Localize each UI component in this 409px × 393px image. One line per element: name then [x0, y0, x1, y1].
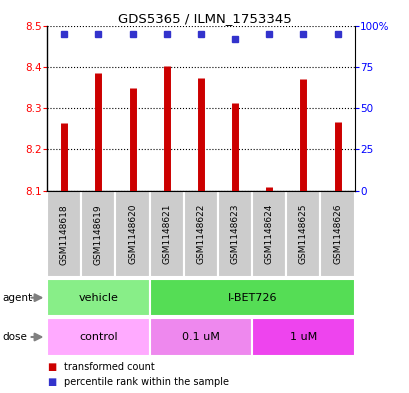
Text: ■: ■ — [47, 362, 56, 373]
Bar — [81, 191, 115, 277]
Text: GSM1148620: GSM1148620 — [128, 204, 137, 264]
Bar — [115, 191, 149, 277]
Bar — [149, 191, 183, 277]
Text: control: control — [79, 332, 117, 342]
Text: GSM1148619: GSM1148619 — [94, 204, 103, 264]
Text: 1 uM: 1 uM — [289, 332, 316, 342]
Bar — [183, 191, 218, 277]
Text: vehicle: vehicle — [78, 293, 118, 303]
Bar — [149, 318, 252, 356]
Bar — [285, 191, 320, 277]
Bar — [47, 191, 81, 277]
Bar — [149, 279, 354, 316]
Text: percentile rank within the sample: percentile rank within the sample — [64, 377, 229, 387]
Bar — [252, 318, 354, 356]
Text: GSM1148621: GSM1148621 — [162, 204, 171, 264]
Text: GSM1148623: GSM1148623 — [230, 204, 239, 264]
Text: agent: agent — [2, 293, 32, 303]
Bar — [218, 191, 252, 277]
Bar — [47, 318, 149, 356]
Text: dose: dose — [2, 332, 27, 342]
Text: GSM1148626: GSM1148626 — [332, 204, 341, 264]
Text: GSM1148625: GSM1148625 — [298, 204, 307, 264]
Text: GSM1148618: GSM1148618 — [60, 204, 69, 264]
Text: ■: ■ — [47, 377, 56, 387]
Bar — [47, 279, 149, 316]
Text: I-BET726: I-BET726 — [227, 293, 276, 303]
Bar — [252, 191, 285, 277]
Text: transformed count: transformed count — [64, 362, 155, 373]
Text: GDS5365 / ILMN_1753345: GDS5365 / ILMN_1753345 — [118, 12, 291, 25]
Text: GSM1148622: GSM1148622 — [196, 204, 205, 264]
Text: 0.1 uM: 0.1 uM — [182, 332, 219, 342]
Text: GSM1148624: GSM1148624 — [264, 204, 273, 264]
Bar — [320, 191, 354, 277]
